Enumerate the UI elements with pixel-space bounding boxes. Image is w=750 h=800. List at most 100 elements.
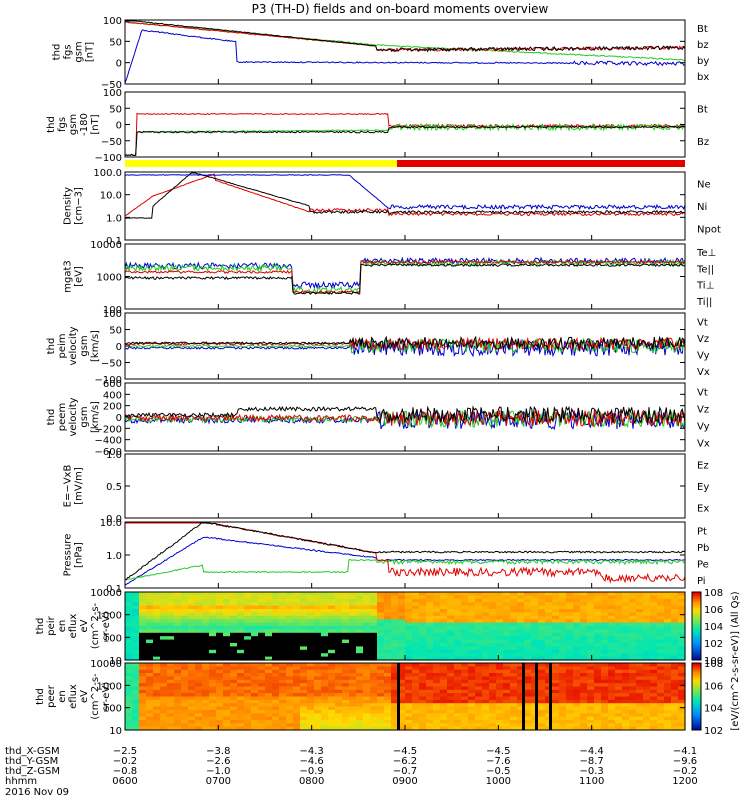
spectrogram-cell [349, 629, 357, 634]
spectrogram-cell [650, 629, 658, 634]
spectrogram-cell [279, 666, 287, 671]
spectrogram-cell [489, 669, 497, 674]
spectrogram-cell [202, 683, 210, 688]
spectrogram-cell [657, 643, 665, 647]
spectrogram-cell [237, 632, 245, 637]
spectrogram-cell [342, 639, 350, 644]
spectrogram-cell [503, 679, 511, 684]
spectrogram-cell [188, 656, 196, 661]
spectrogram-cell [153, 619, 161, 624]
spectrogram-cell [580, 636, 588, 641]
spectrogram-cell [202, 632, 210, 637]
spectrogram-cell [447, 693, 455, 698]
spectrogram-cell [538, 632, 546, 637]
spectrogram-cell [349, 716, 357, 721]
spectrogram-cell [678, 636, 686, 641]
spectrogram-cell [664, 673, 672, 677]
spectrogram-cell [496, 643, 504, 647]
spectrogram-cell [531, 706, 539, 711]
spectrogram-cell [209, 706, 217, 711]
spectrogram-cell [356, 716, 364, 721]
spectrogram-cell [265, 595, 273, 600]
y-axis-label-line: peim [57, 333, 68, 358]
spectrogram-cell [188, 696, 196, 701]
spectrogram-cell [454, 726, 462, 731]
spectrogram-cell [503, 649, 511, 654]
spectrogram-cell [391, 653, 399, 658]
spectrogram-cell [489, 679, 497, 684]
spectrogram-cell [244, 723, 252, 728]
spectrogram-cell [475, 726, 483, 731]
spectrogram-cell [258, 673, 266, 677]
spectrogram-cell [503, 598, 511, 603]
spectrogram-cell [433, 696, 441, 701]
spectrogram-cell [174, 676, 182, 681]
spectrogram-cell [461, 693, 469, 698]
spectrogram-cell [244, 626, 252, 630]
spectrogram-cell [587, 689, 595, 694]
spectrogram-cell [629, 716, 637, 721]
spectrogram-cell [349, 699, 357, 704]
spectrogram-cell [636, 629, 644, 634]
spectrogram-cell [636, 619, 644, 624]
spectrogram-cell [405, 699, 413, 704]
spectrogram-cell [188, 626, 196, 630]
spectrogram-cell [265, 683, 273, 688]
spectrogram-cell [531, 629, 539, 634]
spectrogram-cell [286, 612, 294, 617]
spectrogram-cell [664, 626, 672, 630]
legend-entry: Vx [697, 439, 710, 450]
spectrogram-cell [167, 643, 175, 647]
colorbar-step [692, 630, 701, 634]
spectrogram-cell [244, 622, 252, 627]
y-axis-label-line: Density [63, 187, 74, 225]
spectrogram-cell [580, 716, 588, 721]
spectrogram-cell [426, 703, 434, 708]
spectrogram-cell [258, 615, 266, 620]
spectrogram-cell [209, 646, 217, 651]
spectrogram-cell [335, 676, 343, 681]
spectrogram-cell [265, 676, 273, 681]
spectrogram-cell [678, 666, 686, 671]
spectrogram-cell [531, 598, 539, 603]
spectrogram-cell [237, 683, 245, 688]
spectrogram-cell [566, 605, 574, 610]
y-tick-label: 100 [103, 633, 122, 644]
spectrogram-cell [678, 706, 686, 711]
series-line [124, 337, 686, 354]
spectrogram-cell [286, 686, 294, 691]
spectrogram-cell [167, 720, 175, 724]
spectrogram-cell [524, 709, 532, 714]
spectrogram-cell [237, 626, 245, 630]
spectrogram-cell [664, 598, 672, 603]
spectrogram-cell [622, 686, 630, 691]
spectrogram-cell [559, 632, 567, 637]
spectrogram-cell [377, 639, 385, 644]
spectrogram-cell [195, 683, 203, 688]
spectrogram-cell [580, 609, 588, 613]
spectrogram-cell [545, 679, 553, 684]
spectrogram-cell [566, 629, 574, 634]
spectrogram-cell [398, 703, 406, 708]
spectrogram-cell [433, 663, 441, 667]
spectrogram-cell [615, 713, 623, 718]
spectrogram-cell [328, 689, 336, 694]
spectrogram-cell [195, 723, 203, 728]
series-line [125, 20, 686, 53]
spectrogram-cell [496, 683, 504, 688]
spectrogram-cell [545, 592, 553, 596]
y-tick-label: −400 [95, 436, 122, 447]
spectrogram-cell [412, 679, 420, 684]
spectrogram-cell [433, 592, 441, 596]
spectrogram-cell [538, 639, 546, 644]
spectrogram-cell [272, 709, 280, 714]
spectrogram-cell [538, 720, 546, 724]
spectrogram-cell [153, 643, 161, 647]
spectrogram-cell [573, 716, 581, 721]
spectrogram-cell [405, 629, 413, 634]
spectrogram-cell [377, 709, 385, 714]
spectrogram-cell [545, 602, 553, 607]
spectrogram-cell [384, 592, 392, 596]
spectrogram-cell [335, 723, 343, 728]
spectrogram-cell [321, 626, 329, 630]
